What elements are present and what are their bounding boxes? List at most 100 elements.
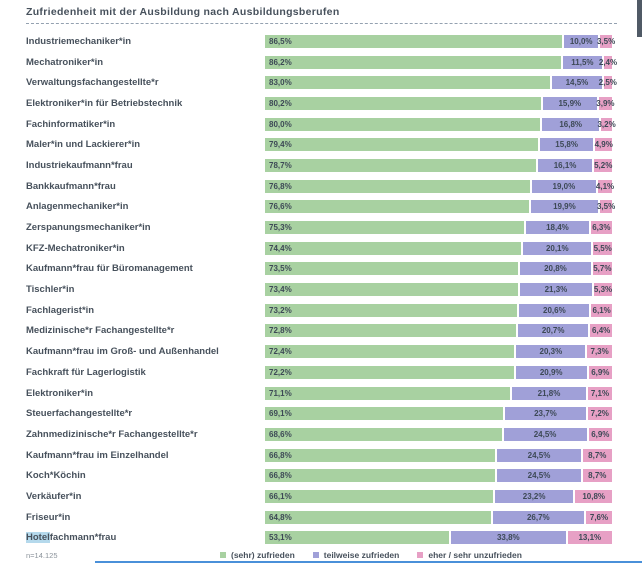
scrollbar-thumb[interactable] xyxy=(637,0,642,37)
bar-segment-partly-satisfied: 23,2% xyxy=(494,489,574,503)
category-label: Kaufmann*frau für Büromanagement xyxy=(26,263,193,275)
bar-segment-satisfied: 78,7% xyxy=(265,158,536,172)
chart-row: Kaufmann*frau im Einzelhandel 66,8% 24,5% 8… xyxy=(26,445,613,466)
chart-title: Zufriedenheit mit der Ausbildung nach Au… xyxy=(26,6,340,18)
bar-track: 80,2% 15,9% 3,9% xyxy=(265,96,615,110)
bar-segment-satisfied: 79,4% xyxy=(265,138,538,152)
bar-segment-partly-satisfied: 21,8% xyxy=(512,386,586,400)
chart-rows: Industriemechaniker*in 86,5% 10,0% 3,5% Mech… xyxy=(26,31,617,549)
bar-track: 86,2% 11,5% 2,4% xyxy=(265,55,617,69)
bar-segment-partly-satisfied: 16,8% xyxy=(542,117,600,131)
bar-track: 79,4% 15,8% 4,9% xyxy=(265,138,613,152)
bar-track: 72,4% 20,3% 7,3% xyxy=(265,345,612,359)
bar-segment-partly-satisfied: 24,5% xyxy=(497,469,581,483)
title-divider xyxy=(26,23,617,24)
bar-track: 68,6% 24,5% 6,9% xyxy=(265,427,612,441)
bar-segment-partly-satisfied: 20,9% xyxy=(515,365,587,379)
category-label: Fachlagerist*in xyxy=(26,304,95,316)
category-label: Zahnmedizinische*r Fachangestellte*r xyxy=(26,428,198,440)
bar-segment-unsatisfied: 7,1% xyxy=(587,386,612,400)
bar-track: 76,8% 19,0% 4,1% xyxy=(265,179,615,193)
bar-segment-partly-satisfied: 20,7% xyxy=(518,324,589,338)
chart-row: Tischler*in 73,4% 21,3% 5,3% xyxy=(26,279,612,300)
legend-swatch-green xyxy=(220,552,226,558)
bar-segment-partly-satisfied: 20,1% xyxy=(523,241,592,255)
bar-segment-unsatisfied: 3,2% xyxy=(597,117,616,131)
bar-segment-partly-satisfied: 20,6% xyxy=(519,303,590,317)
bar-segment-unsatisfied: 3,5% xyxy=(596,34,616,48)
bar-segment-satisfied: 66,8% xyxy=(265,448,496,462)
bar-track: 71,1% 21,8% 7,1% xyxy=(265,386,612,400)
chart-row: Bankkaufmann*frau 76,8% 19,0% 4,1% xyxy=(26,176,615,197)
bar-segment-satisfied: 76,8% xyxy=(265,179,530,193)
bar-segment-satisfied: 66,1% xyxy=(265,489,493,503)
legend-label: teilweise zufrieden xyxy=(323,550,400,560)
chart-row: Hotelfachmann*frau 53,1% 33,8% 13,1% xyxy=(26,528,612,549)
chart-row: Elektroniker*in für Betriebstechnik 80,2%… xyxy=(26,93,615,114)
chart-row: Industriemechaniker*in 86,5% 10,0% 3,5% xyxy=(26,31,616,52)
bar-segment-partly-satisfied: 24,5% xyxy=(503,427,587,441)
bar-segment-satisfied: 72,4% xyxy=(265,345,515,359)
category-label: Mechatroniker*in xyxy=(26,56,104,68)
bar-track: 72,2% 20,9% 6,9% xyxy=(265,365,612,379)
chart-row: Mechatroniker*in 86,2% 11,5% 2,4% xyxy=(26,52,617,73)
chart-row: Friseur*in 64,8% 26,7% 7,6% xyxy=(26,507,612,528)
category-label: Fachkraft für Lagerlogistik xyxy=(26,366,146,378)
bar-segment-unsatisfied: 3,9% xyxy=(596,96,615,110)
chart-legend: (sehr) zufrieden teilweise zufrieden ehe… xyxy=(220,550,522,560)
bar-segment-unsatisfied: 5,5% xyxy=(593,241,612,255)
category-label: Fachinformatiker*in xyxy=(26,118,116,130)
bar-segment-satisfied: 80,2% xyxy=(265,96,541,110)
bar-segment-satisfied: 76,6% xyxy=(265,200,529,214)
bar-segment-unsatisfied: 7,6% xyxy=(586,510,612,524)
bar-segment-partly-satisfied: 21,3% xyxy=(519,283,593,297)
bar-segment-satisfied: 73,2% xyxy=(265,303,518,317)
category-label: Bankkaufmann*frau xyxy=(26,180,116,192)
bar-track: 73,4% 21,3% 5,3% xyxy=(265,283,612,297)
bar-segment-partly-satisfied: 15,8% xyxy=(539,138,594,152)
category-label: Elektroniker*in für Betriebstechnik xyxy=(26,97,183,109)
bar-segment-unsatisfied: 7,3% xyxy=(587,345,612,359)
bar-segment-unsatisfied: 10,8% xyxy=(575,489,612,503)
bar-segment-partly-satisfied: 33,8% xyxy=(451,531,566,545)
chart-row: Industriekaufmann*frau 78,7% 16,1% 5,2% xyxy=(26,155,612,176)
bottom-border-line xyxy=(95,561,642,563)
bar-track: 69,1% 23,7% 7,2% xyxy=(265,407,612,421)
bar-track: 72,8% 20,7% 6,4% xyxy=(265,324,612,338)
bar-track: 80,0% 16,8% 3,2% xyxy=(265,117,616,131)
bar-segment-satisfied: 86,5% xyxy=(265,34,563,48)
bar-track: 83,0% 14,5% 2,5% xyxy=(265,76,617,90)
bar-track: 86,5% 10,0% 3,5% xyxy=(265,34,616,48)
bar-segment-unsatisfied: 4,1% xyxy=(595,179,615,193)
legend-swatch-purple xyxy=(312,552,319,558)
legend-item-partly-satisfied: teilweise zufrieden xyxy=(312,550,400,560)
bar-segment-satisfied: 73,5% xyxy=(265,262,519,276)
bar-segment-satisfied: 66,8% xyxy=(265,469,496,483)
bar-segment-partly-satisfied: 19,9% xyxy=(530,200,599,214)
bar-segment-partly-satisfied: 11,5% xyxy=(562,55,602,69)
chart-row: Zahnmedizinische*r Fachangestellte*r 68,6… xyxy=(26,424,612,445)
legend-swatch-pink xyxy=(417,552,424,558)
bar-track: 75,3% 18,4% 6,3% xyxy=(265,221,612,235)
bar-track: 78,7% 16,1% 5,2% xyxy=(265,158,612,172)
category-label: Tischler*in xyxy=(26,284,75,296)
chart-row: Elektroniker*in 71,1% 21,8% 7,1% xyxy=(26,383,612,404)
legend-item-unsatisfied: eher / sehr unzufrieden xyxy=(417,550,522,560)
bar-track: 66,1% 23,2% 10,8% xyxy=(265,489,612,503)
legend-item-satisfied: (sehr) zufrieden xyxy=(220,550,295,560)
legend-label: (sehr) zufrieden xyxy=(231,550,295,560)
bar-segment-unsatisfied: 5,7% xyxy=(592,262,613,276)
chart-row: Maler*in und Lackierer*in 79,4% 15,8% 4,9% xyxy=(26,134,613,155)
category-label: Kaufmann*frau im Groß- und Außenhandel xyxy=(26,346,219,358)
bar-segment-satisfied: 72,2% xyxy=(265,365,514,379)
bar-segment-satisfied: 74,4% xyxy=(265,241,522,255)
chart-row: Koch*Köchin 66,8% 24,5% 8,7% xyxy=(26,465,613,486)
bar-segment-partly-satisfied: 26,7% xyxy=(492,510,584,524)
bar-segment-satisfied: 86,2% xyxy=(265,55,561,69)
category-label: Kaufmann*frau im Einzelhandel xyxy=(26,449,169,461)
category-label: Maler*in und Lackierer*in xyxy=(26,139,141,151)
bar-segment-unsatisfied: 6,9% xyxy=(588,427,612,441)
bar-segment-partly-satisfied: 24,5% xyxy=(497,448,581,462)
chart-row: Fachinformatiker*in 80,0% 16,8% 3,2% xyxy=(26,114,616,135)
